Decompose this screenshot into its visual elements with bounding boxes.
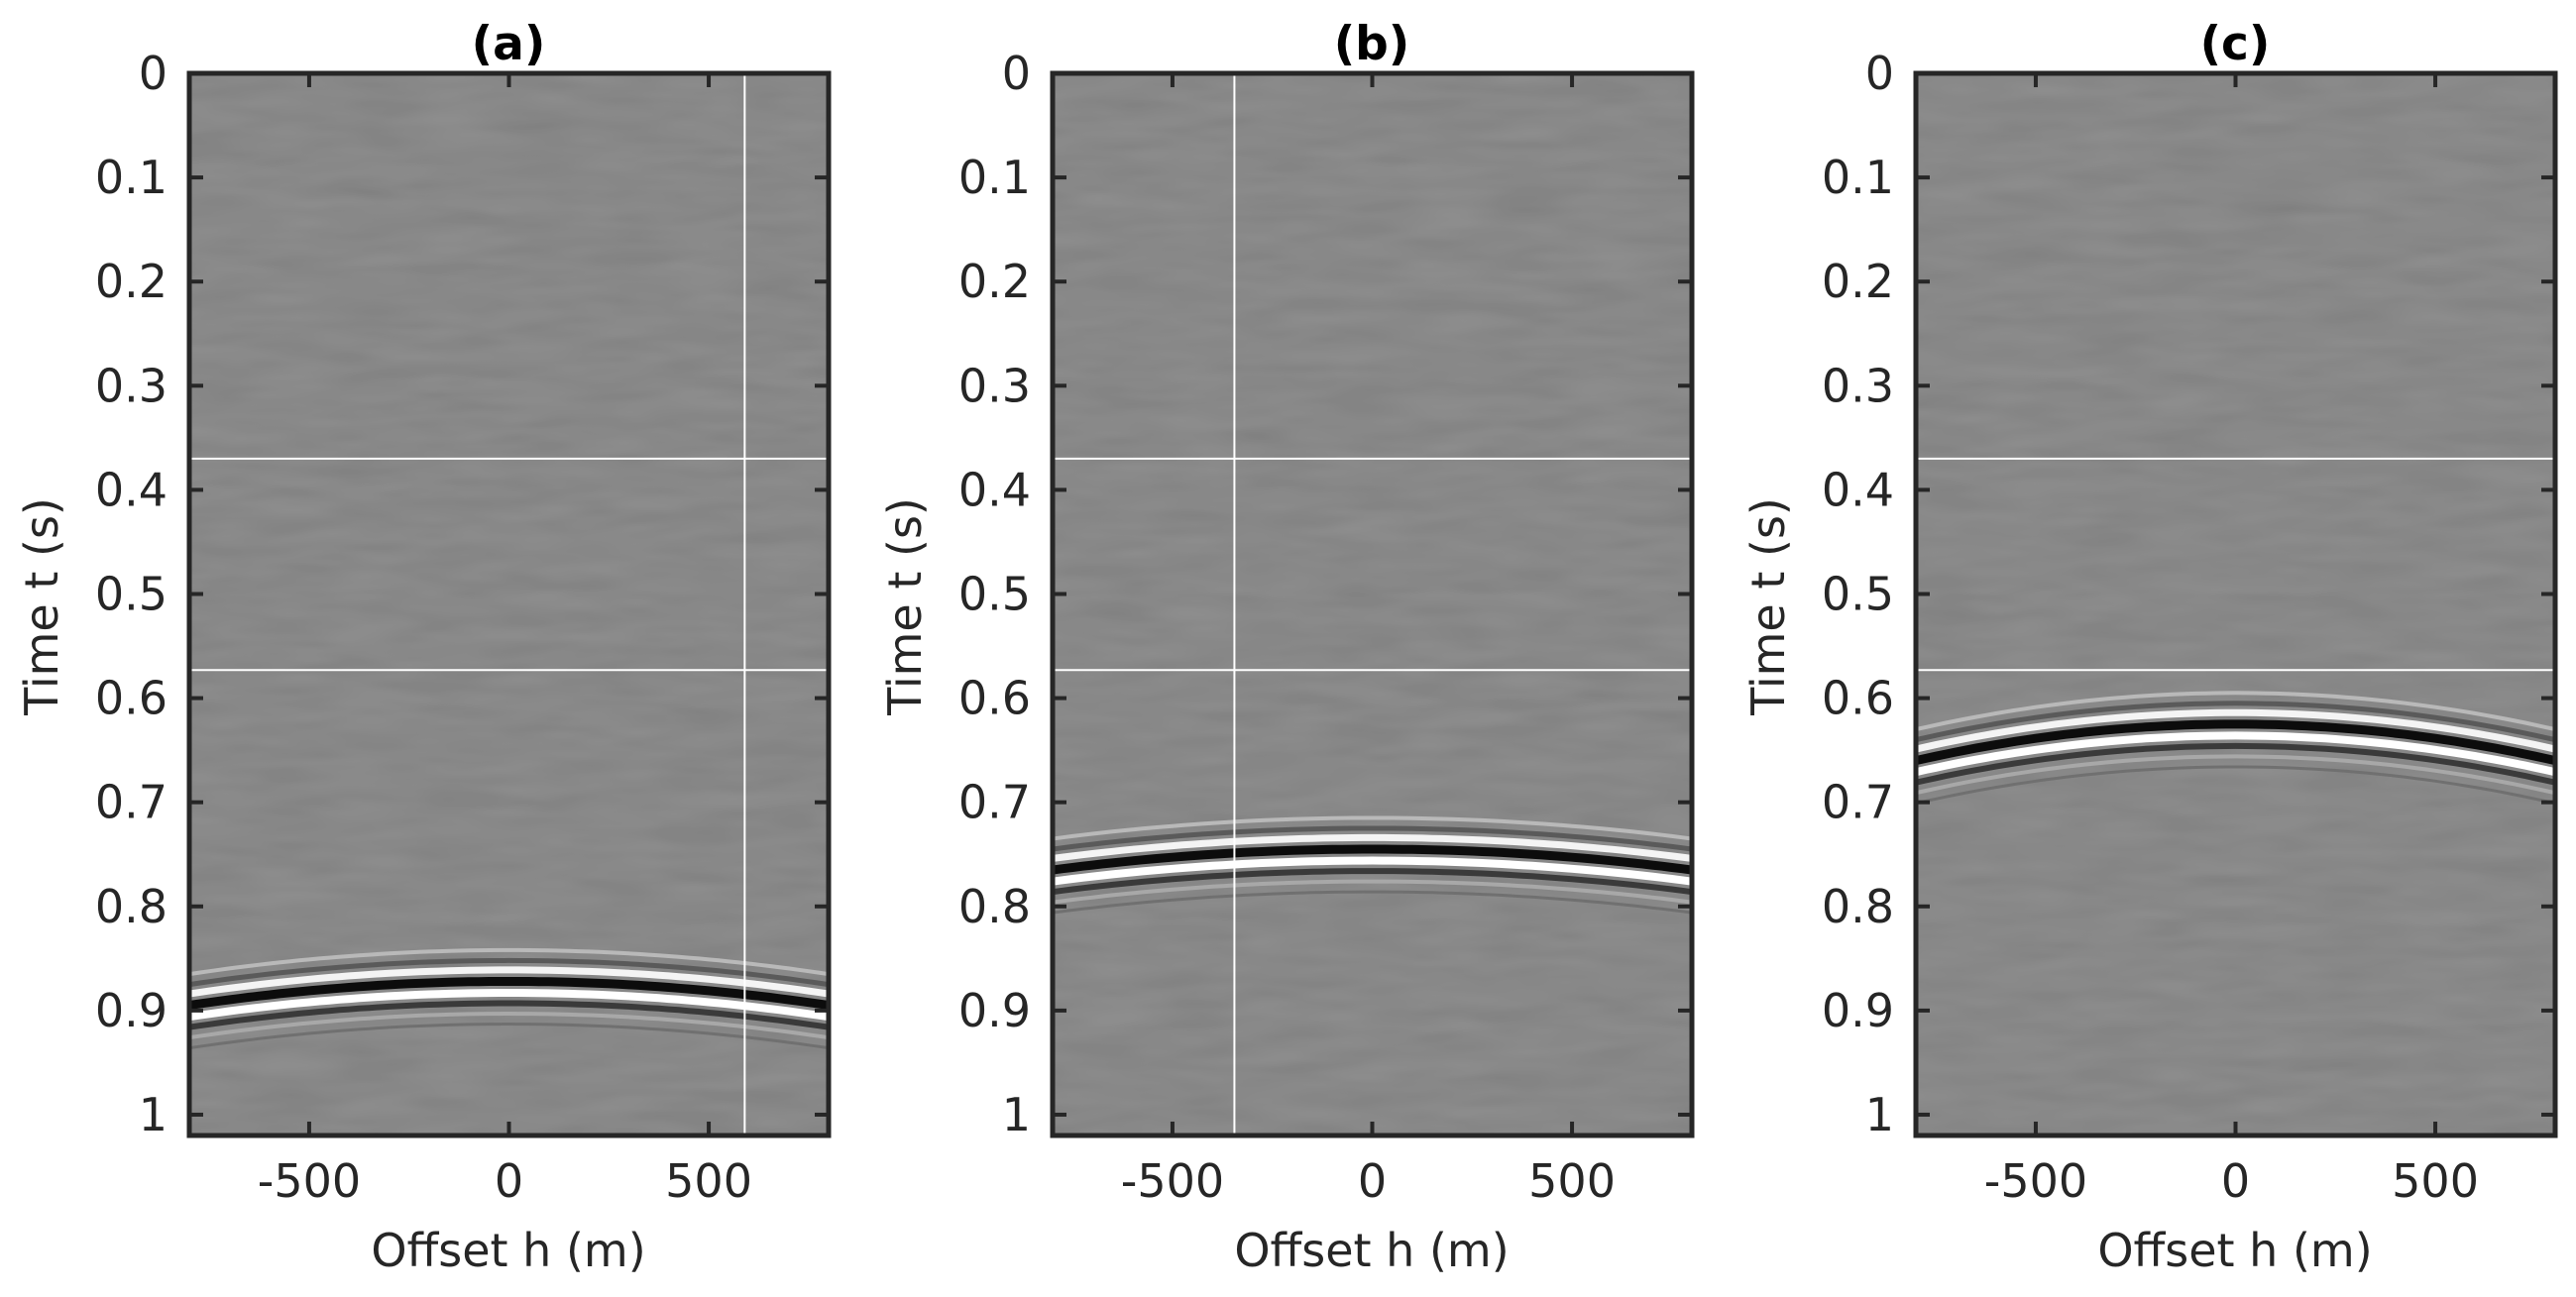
y-tick-label: 0.6 xyxy=(958,672,1031,725)
y-axis-label: Time t (s) xyxy=(15,497,68,716)
image-texture xyxy=(189,73,829,1135)
panel-title: (c) xyxy=(2200,17,2271,71)
reflection-event-band xyxy=(189,989,829,1022)
y-axis-label: Time t (s) xyxy=(1741,497,1795,716)
y-tick-label: 1 xyxy=(1865,1088,1894,1141)
y-tick-label: 0.7 xyxy=(958,776,1031,829)
y-tick-label: 1 xyxy=(1002,1088,1031,1141)
reflection-event-band xyxy=(189,957,829,988)
panel-c: (c) Offset h (m) Time t (s) 0 0.1 0.2 0.3 0.… xyxy=(1741,17,2558,1277)
reflection-event-band xyxy=(1053,868,1692,896)
y-tick-label: 0.7 xyxy=(1822,776,1894,829)
x-axis-label: Offset h (m) xyxy=(1234,1224,1509,1277)
x-tick-label: 500 xyxy=(665,1154,752,1208)
reflection-event-band xyxy=(1053,890,1692,915)
panel-title: (a) xyxy=(472,17,546,71)
reflection-event-band xyxy=(1053,815,1692,841)
y-tick-label: 0.9 xyxy=(958,984,1031,1037)
x-tick-label: 0 xyxy=(1358,1154,1387,1208)
panel-title: (b) xyxy=(1334,17,1410,71)
seismic-image xyxy=(1053,73,1692,1135)
reflection-event-band xyxy=(189,1022,829,1050)
reflection-event-band xyxy=(1053,844,1692,875)
panel-b: (b) Offset h (m) Time t (s) 0 0.1 0.2 0.3 0.… xyxy=(878,17,1695,1277)
image-texture xyxy=(1916,73,2555,1135)
reflection-event-band xyxy=(1053,825,1692,852)
y-tick-label: 0.1 xyxy=(95,151,168,204)
y-tick-label: 0 xyxy=(139,47,168,100)
y-tick-label: 0.4 xyxy=(95,463,168,516)
panel-a: (a) Offset h (m) Time t (s) 0 0.1 0.2 0.3 0.… xyxy=(15,17,832,1277)
x-tick-label: -500 xyxy=(1984,1154,2087,1208)
x-axis-label: Offset h (m) xyxy=(371,1224,645,1277)
y-tick-label: 0.6 xyxy=(95,672,168,725)
seismic-image xyxy=(189,73,829,1135)
y-tick-label: 0.2 xyxy=(95,255,168,308)
y-tick-label: 0.6 xyxy=(1822,672,1894,725)
x-tick-label: -500 xyxy=(258,1154,361,1208)
y-tick-label: 0.8 xyxy=(958,880,1031,933)
y-tick-label: 0.9 xyxy=(1822,984,1894,1037)
reflection-event-band xyxy=(1916,754,2555,796)
y-tick-label: 0.3 xyxy=(1822,359,1894,412)
y-tick-label: 0.8 xyxy=(95,880,168,933)
y-tick-label: 0.3 xyxy=(958,359,1031,412)
reflection-event-band xyxy=(1916,719,2555,765)
y-tick-label: 0.8 xyxy=(1822,880,1894,933)
y-tick-label: 0.5 xyxy=(1822,567,1894,620)
reflection-event-band xyxy=(1053,879,1692,905)
reflection-event-band xyxy=(189,966,829,998)
reflection-event-band xyxy=(1916,701,2555,743)
y-tick-label: 0.9 xyxy=(95,984,168,1037)
y-tick-label: 0.5 xyxy=(95,567,168,620)
y-tick-label: 0.2 xyxy=(1822,255,1894,308)
seismic-image xyxy=(1916,73,2555,1135)
y-axis-label: Time t (s) xyxy=(878,497,932,716)
x-tick-label: 0 xyxy=(495,1154,523,1208)
reflection-event-band xyxy=(1916,731,2555,777)
y-tick-label: 0 xyxy=(1865,47,1894,100)
y-tick-label: 0.5 xyxy=(958,567,1031,620)
reflection-event-band xyxy=(189,1000,829,1030)
reflection-event-band xyxy=(1916,708,2555,753)
y-tick-label: 0.3 xyxy=(95,359,168,412)
x-tick-label: 500 xyxy=(2392,1154,2479,1208)
y-tick-label: 0.7 xyxy=(95,776,168,829)
image-texture xyxy=(1053,73,1692,1135)
reflection-event-band xyxy=(1916,742,2555,786)
y-tick-label: 0.4 xyxy=(1822,463,1894,516)
x-tick-label: 0 xyxy=(2221,1154,2250,1208)
reflection-event-band xyxy=(1916,691,2555,732)
reflection-event-band xyxy=(1053,856,1692,886)
y-tick-label: 0 xyxy=(1002,47,1031,100)
reflection-event-band xyxy=(1053,833,1692,862)
x-tick-label: -500 xyxy=(1121,1154,1224,1208)
reflection-event-band xyxy=(189,947,829,977)
y-tick-label: 0.4 xyxy=(958,463,1031,516)
x-tick-label: 500 xyxy=(1528,1154,1616,1208)
y-tick-label: 0.1 xyxy=(958,151,1031,204)
y-tick-label: 1 xyxy=(139,1088,168,1141)
reflection-event-band xyxy=(1916,765,2555,806)
reflection-event-band xyxy=(189,1011,829,1040)
x-axis-label: Offset h (m) xyxy=(2097,1224,2372,1277)
y-tick-label: 0.2 xyxy=(958,255,1031,308)
y-tick-label: 0.1 xyxy=(1822,151,1894,204)
reflection-event-band xyxy=(189,977,829,1011)
